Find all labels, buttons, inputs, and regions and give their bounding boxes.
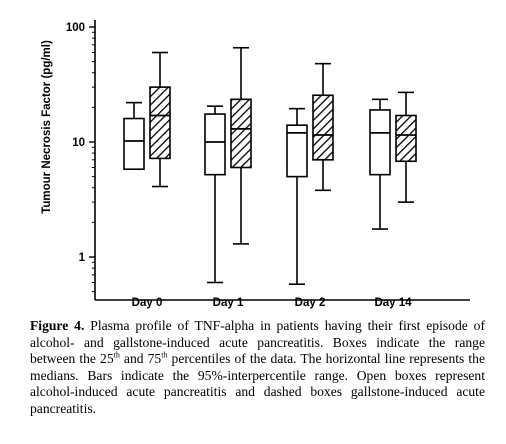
caption-text-1: Plasma profile of TNF-alpha in patients … — [30, 318, 485, 367]
iqr-box — [230, 98, 252, 169]
hatched-box-4 — [395, 91, 417, 203]
y-tick-label: 100 — [66, 22, 85, 34]
y-axis-label: Tumour Necrosis Factor (pg/ml) — [41, 40, 53, 214]
open-box-3 — [286, 107, 308, 286]
iqr-box — [149, 86, 171, 160]
iqr-box — [369, 109, 391, 176]
open-box-2 — [204, 105, 226, 284]
x-tick-label: Day 1 — [213, 297, 244, 309]
y-tick-label: 1 — [79, 252, 86, 264]
figure-caption: Figure 4. Plasma profile of TNF-alpha in… — [30, 318, 485, 418]
iqr-box — [286, 124, 308, 178]
box-plot-chart: Tumour Necrosis Factor (pg/ml) 1 10 100 Da… — [41, 20, 470, 309]
open-box-4 — [369, 98, 391, 230]
y-tick-label: 10 — [72, 137, 85, 149]
caption-superscript-1: th — [113, 350, 120, 360]
open-box-1 — [123, 101, 145, 171]
caption-text-3: percentiles of the data. The horizontal … — [30, 351, 485, 416]
iqr-box — [123, 117, 145, 171]
hatched-box-2 — [230, 46, 252, 245]
x-tick-label: Day 14 — [374, 297, 412, 309]
hatched-box-1 — [149, 51, 171, 188]
caption-text-2: and 75 — [119, 351, 162, 367]
iqr-box — [204, 113, 226, 176]
iqr-box — [395, 114, 417, 163]
x-tick-label: Day 0 — [132, 297, 163, 309]
caption-label: Figure 4. — [30, 318, 85, 333]
caption-superscript-2: th — [161, 350, 168, 360]
hatched-box-3 — [312, 62, 334, 192]
x-tick-label: Day 2 — [295, 297, 326, 309]
iqr-box — [312, 94, 334, 161]
